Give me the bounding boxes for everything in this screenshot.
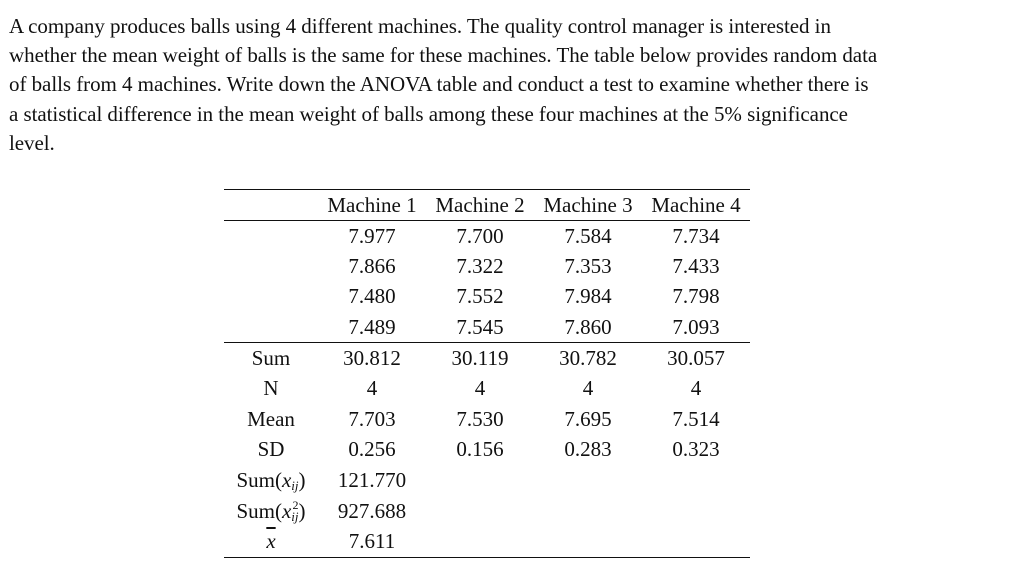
problem-statement: A company produces balls using 4 differe… — [9, 12, 1014, 158]
cell-empty — [642, 496, 750, 527]
cell: 30.057 — [667, 345, 725, 370]
cell: 7.093 — [642, 312, 750, 344]
cell-empty — [426, 496, 534, 527]
cell: 30.782 — [559, 345, 617, 370]
cell-empty — [642, 465, 750, 496]
observation-row: 7.866 7.322 7.353 7.433 — [224, 251, 750, 282]
cell: 7.700 — [456, 223, 504, 248]
problem-line-1: A company produces balls using 4 differe… — [9, 14, 831, 38]
cell: 7.514 — [672, 406, 720, 431]
label-subscript: ij — [291, 508, 299, 524]
row-label-sum-xij: Sum(xij) — [224, 465, 318, 496]
machine-data-table: Machine 1 Machine 2 Machine 3 Machine 4 … — [224, 189, 750, 558]
label-var: x — [281, 467, 292, 492]
cell: 4 — [474, 376, 486, 401]
cell: 7.734 — [672, 223, 720, 248]
cell: 7.530 — [456, 406, 504, 431]
cell-empty — [534, 496, 642, 527]
label-var: x — [281, 498, 292, 523]
cell: 7.433 — [672, 253, 720, 278]
cell-empty — [642, 526, 750, 558]
cell: 30.119 — [451, 345, 509, 370]
label-superscript: 2 — [292, 497, 299, 512]
header-blank — [224, 189, 318, 221]
cell: 7.703 — [348, 406, 396, 431]
cell: 7.860 — [534, 312, 642, 344]
row-label-n: N — [263, 376, 279, 401]
grand-mean-row: x 7.611 — [224, 526, 750, 558]
cell: 4 — [582, 376, 594, 401]
cell-empty — [426, 465, 534, 496]
cell: 7.584 — [564, 223, 612, 248]
row-label-sum: Sum — [251, 345, 291, 370]
row-label-sum-xij-squared: Sum(xij2) — [224, 496, 318, 527]
n-row: N 4 4 4 4 — [224, 373, 750, 404]
cell: 7.866 — [348, 253, 396, 278]
label-suffix: ) — [298, 467, 306, 492]
label-prefix: Sum( — [236, 467, 282, 492]
row-label-mean: Mean — [247, 406, 295, 431]
observation-row: 7.977 7.700 7.584 7.734 — [224, 221, 750, 252]
observation-row: 7.480 7.552 7.984 7.798 — [224, 282, 750, 313]
table-header-row: Machine 1 Machine 2 Machine 3 Machine 4 — [224, 189, 750, 221]
cell-empty — [534, 465, 642, 496]
row-label — [224, 312, 318, 344]
cell: 7.353 — [564, 253, 612, 278]
label-subscript: ij — [291, 477, 299, 493]
row-label — [224, 221, 318, 252]
cell: 4 — [366, 376, 378, 401]
observation-row: 7.489 7.545 7.860 7.093 — [224, 312, 750, 344]
cell: 7.480 — [348, 284, 396, 309]
problem-line-3: of balls from 4 machines. Write down the… — [9, 72, 869, 97]
sum-xij-squared-row: Sum(xij2) 927.688 — [224, 496, 750, 527]
sd-row: SD 0.256 0.156 0.283 0.323 — [224, 435, 750, 466]
problem-line-5: level. — [9, 130, 55, 155]
cell: 0.323 — [672, 437, 720, 462]
cell: 7.545 — [426, 312, 534, 344]
label-suffix: ) — [298, 498, 306, 523]
cell: 7.977 — [348, 223, 396, 248]
cell: 7.489 — [318, 312, 426, 344]
label-prefix: Sum( — [236, 498, 282, 523]
machine-data-table-container: Machine 1 Machine 2 Machine 3 Machine 4 … — [224, 189, 750, 558]
cell-empty — [534, 526, 642, 558]
cell: 7.552 — [456, 284, 504, 309]
cell: 7.322 — [456, 253, 504, 278]
row-label — [224, 251, 318, 282]
problem-line-4: a statistical difference in the mean wei… — [9, 101, 848, 126]
row-label-grand-mean: x — [224, 526, 318, 558]
cell: 121.770 — [337, 468, 407, 493]
cell: 4 — [690, 376, 702, 401]
cell: 7.695 — [564, 406, 612, 431]
row-label — [224, 282, 318, 313]
header-machine-3: Machine 3 — [534, 189, 642, 221]
cell: 0.156 — [456, 437, 504, 462]
problem-line-2: whether the mean weight of balls is the … — [9, 43, 878, 68]
sum-xij-row: Sum(xij) 121.770 — [224, 465, 750, 496]
cell: 7.611 — [318, 526, 426, 558]
x-bar-symbol: x — [266, 528, 276, 553]
row-label-sd: SD — [257, 437, 285, 462]
header-machine-1: Machine 1 — [318, 189, 426, 221]
cell: 0.256 — [348, 437, 396, 462]
header-machine-2: Machine 2 — [426, 189, 534, 221]
cell: 30.812 — [343, 345, 401, 370]
cell: 0.283 — [564, 437, 612, 462]
cell: 927.688 — [337, 498, 407, 523]
header-machine-4: Machine 4 — [642, 189, 750, 221]
cell-empty — [426, 526, 534, 558]
sum-row: Sum 30.812 30.119 30.782 30.057 — [224, 343, 750, 374]
mean-row: Mean 7.703 7.530 7.695 7.514 — [224, 404, 750, 435]
cell: 7.984 — [564, 284, 612, 309]
cell: 7.798 — [672, 284, 720, 309]
